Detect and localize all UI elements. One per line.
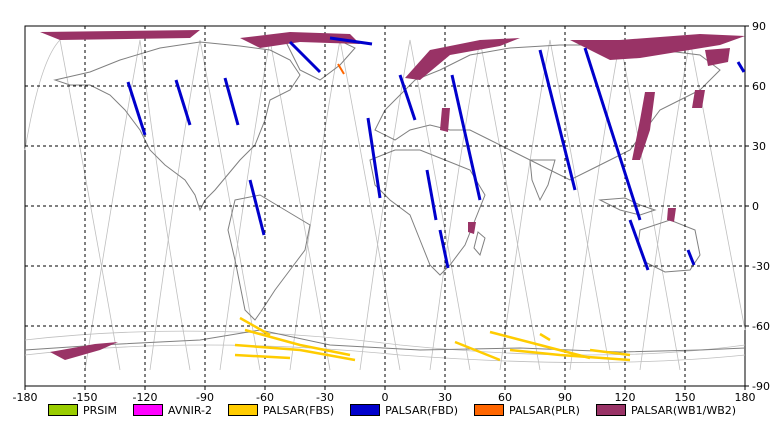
legend-item-avnir2: AVNIR-2 [133,404,212,417]
lat-tick-label: 60 [752,80,766,93]
lon-tick-label: 180 [735,391,756,404]
lat-tick-label: -30 [752,260,770,273]
legend-swatch-fbs [227,404,258,416]
legend-label-avnir2: AVNIR-2 [168,403,212,417]
lat-tick-label: 30 [752,140,766,153]
lat-tick-label: -60 [752,320,770,333]
legend-swatch-avnir2 [133,404,163,416]
legend-label-wb: PALSAR(WB1/WB2) [630,403,737,417]
legend-label-plr: PALSAR(PLR) [509,403,580,417]
legend-swatch-plr [474,404,505,416]
lat-tick-label: 90 [752,20,766,33]
lon-tick-label: 30 [438,391,452,404]
lon-tick-label: -180 [13,391,38,404]
lon-tick-label: -90 [196,391,214,404]
lon-tick-label: 60 [498,391,512,404]
graticule [24,25,749,390]
legend-item-fbd: PALSAR(FBD) [350,404,458,417]
legend-swatch-fbd [350,404,381,416]
lon-tick-label: -30 [316,391,334,404]
lat-tick-label: -90 [752,380,770,393]
fbd-swaths [126,36,746,271]
lon-tick-label: -60 [256,391,274,404]
legend-swatch-prsim [48,404,78,416]
legend-swatch-wb [595,404,626,416]
plr-swaths [337,63,345,75]
lon-tick-labels: -180 -150 -120 -90 -60 -30 0 30 60 90 120 150 180 [13,391,756,404]
legend-label-fbs: PALSAR(FBS) [262,403,335,417]
lon-tick-label: 120 [615,391,636,404]
lat-tick-label: 0 [752,200,759,213]
fbs-swaths [234,316,631,362]
lon-tick-label: -150 [73,391,98,404]
lat-tick-labels: 90 60 30 0 -30 -60 -90 [752,20,770,393]
legend-item-prsim: PRSIM [48,404,117,417]
lon-tick-label: 90 [558,391,572,404]
wb-swaths [40,30,745,360]
lon-tick-label: 0 [382,391,389,404]
legend: PRSIM AVNIR-2 PALSAR(FBS) PALSAR(FBD) PA… [48,401,752,419]
lon-tick-label: -120 [133,391,158,404]
legend-label-fbd: PALSAR(FBD) [385,403,459,417]
lon-tick-label: 150 [675,391,696,404]
legend-item-fbs: PALSAR(FBS) [227,403,335,417]
legend-item-wb: PALSAR(WB1/WB2) [595,403,737,417]
legend-label-prsim: PRSIM [83,403,117,417]
legend-item-plr: PALSAR(PLR) [474,404,580,417]
